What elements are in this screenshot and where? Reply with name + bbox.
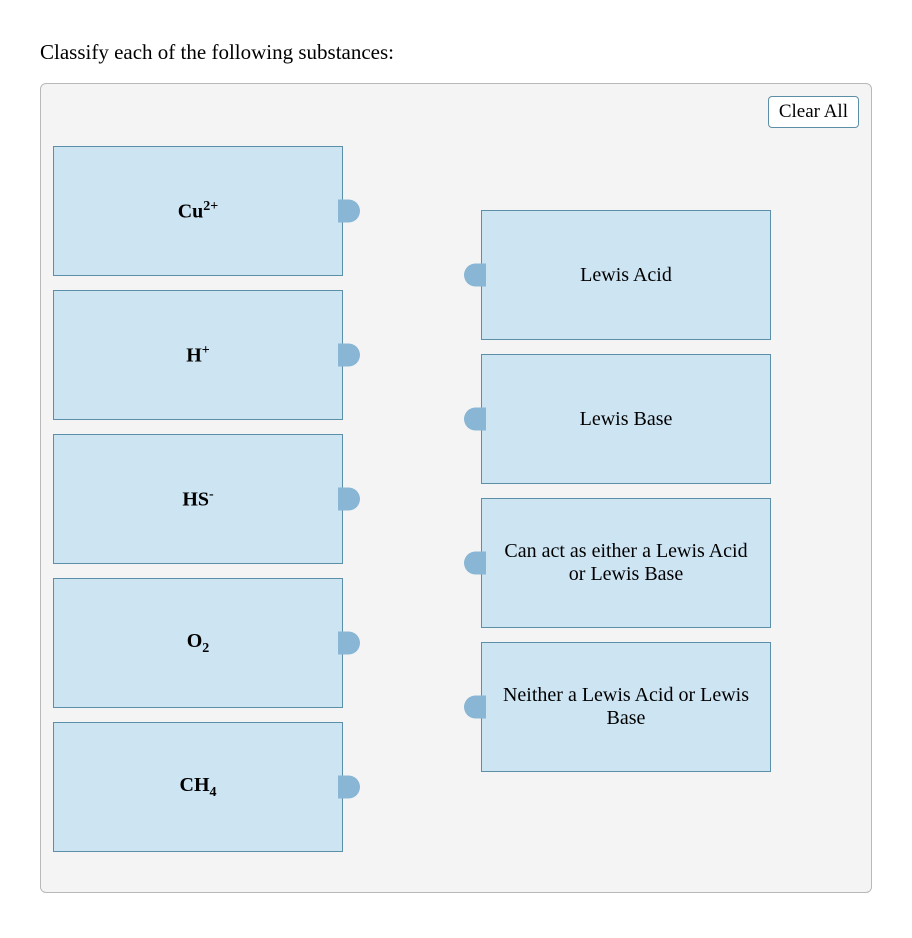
category-dropzone[interactable]: Lewis Base xyxy=(481,354,771,484)
drop-socket-icon xyxy=(464,408,486,431)
category-dropzone[interactable]: Lewis Acid xyxy=(481,210,771,340)
drag-handle-icon[interactable] xyxy=(338,776,360,799)
substance-tile[interactable]: O2 xyxy=(53,578,343,708)
drag-handle-icon[interactable] xyxy=(338,344,360,367)
substance-label: CH4 xyxy=(180,774,217,801)
substance-tile[interactable]: CH4 xyxy=(53,722,343,852)
substance-tile[interactable]: H+ xyxy=(53,290,343,420)
category-label: Lewis Base xyxy=(580,408,673,431)
drag-handle-icon[interactable] xyxy=(338,200,360,223)
drop-socket-icon xyxy=(464,696,486,719)
drag-handle-icon[interactable] xyxy=(338,488,360,511)
category-label: Lewis Acid xyxy=(580,264,672,287)
substance-label: Cu2+ xyxy=(178,199,219,224)
question-text: Classify each of the following substance… xyxy=(40,40,872,65)
substance-label: O2 xyxy=(187,630,210,657)
category-label: Neither a Lewis Acid or Lewis Base xyxy=(496,684,756,730)
category-dropzone[interactable]: Neither a Lewis Acid or Lewis Base xyxy=(481,642,771,772)
clear-all-button[interactable]: Clear All xyxy=(768,96,859,128)
category-label: Can act as either a Lewis Acid or Lewis … xyxy=(496,540,756,586)
substance-tile[interactable]: HS- xyxy=(53,434,343,564)
categories-column: Lewis Acid Lewis Base Can act as either a … xyxy=(481,210,771,786)
substance-label: H+ xyxy=(186,343,210,368)
substance-tile[interactable]: Cu2+ xyxy=(53,146,343,276)
drag-handle-icon[interactable] xyxy=(338,632,360,655)
drop-socket-icon xyxy=(464,264,486,287)
substance-label: HS- xyxy=(182,487,213,512)
substances-column: Cu2+ H+ HS- O2 CH4 xyxy=(53,146,343,866)
classification-panel: Clear All Cu2+H+HS-O2CH4 Lewis AcidLewis… xyxy=(40,83,872,893)
drop-socket-icon xyxy=(464,552,486,575)
category-dropzone[interactable]: Can act as either a Lewis Acid or Lewis … xyxy=(481,498,771,628)
